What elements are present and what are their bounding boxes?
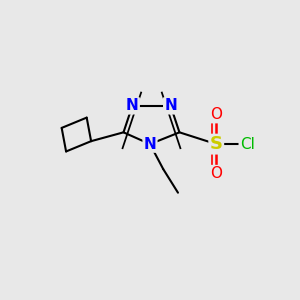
Text: O: O <box>210 166 222 181</box>
Text: N: N <box>126 98 139 113</box>
Text: O: O <box>210 107 222 122</box>
Text: S: S <box>210 135 223 153</box>
Text: N: N <box>164 98 177 113</box>
Text: Cl: Cl <box>240 136 255 152</box>
Text: N: N <box>144 136 156 152</box>
